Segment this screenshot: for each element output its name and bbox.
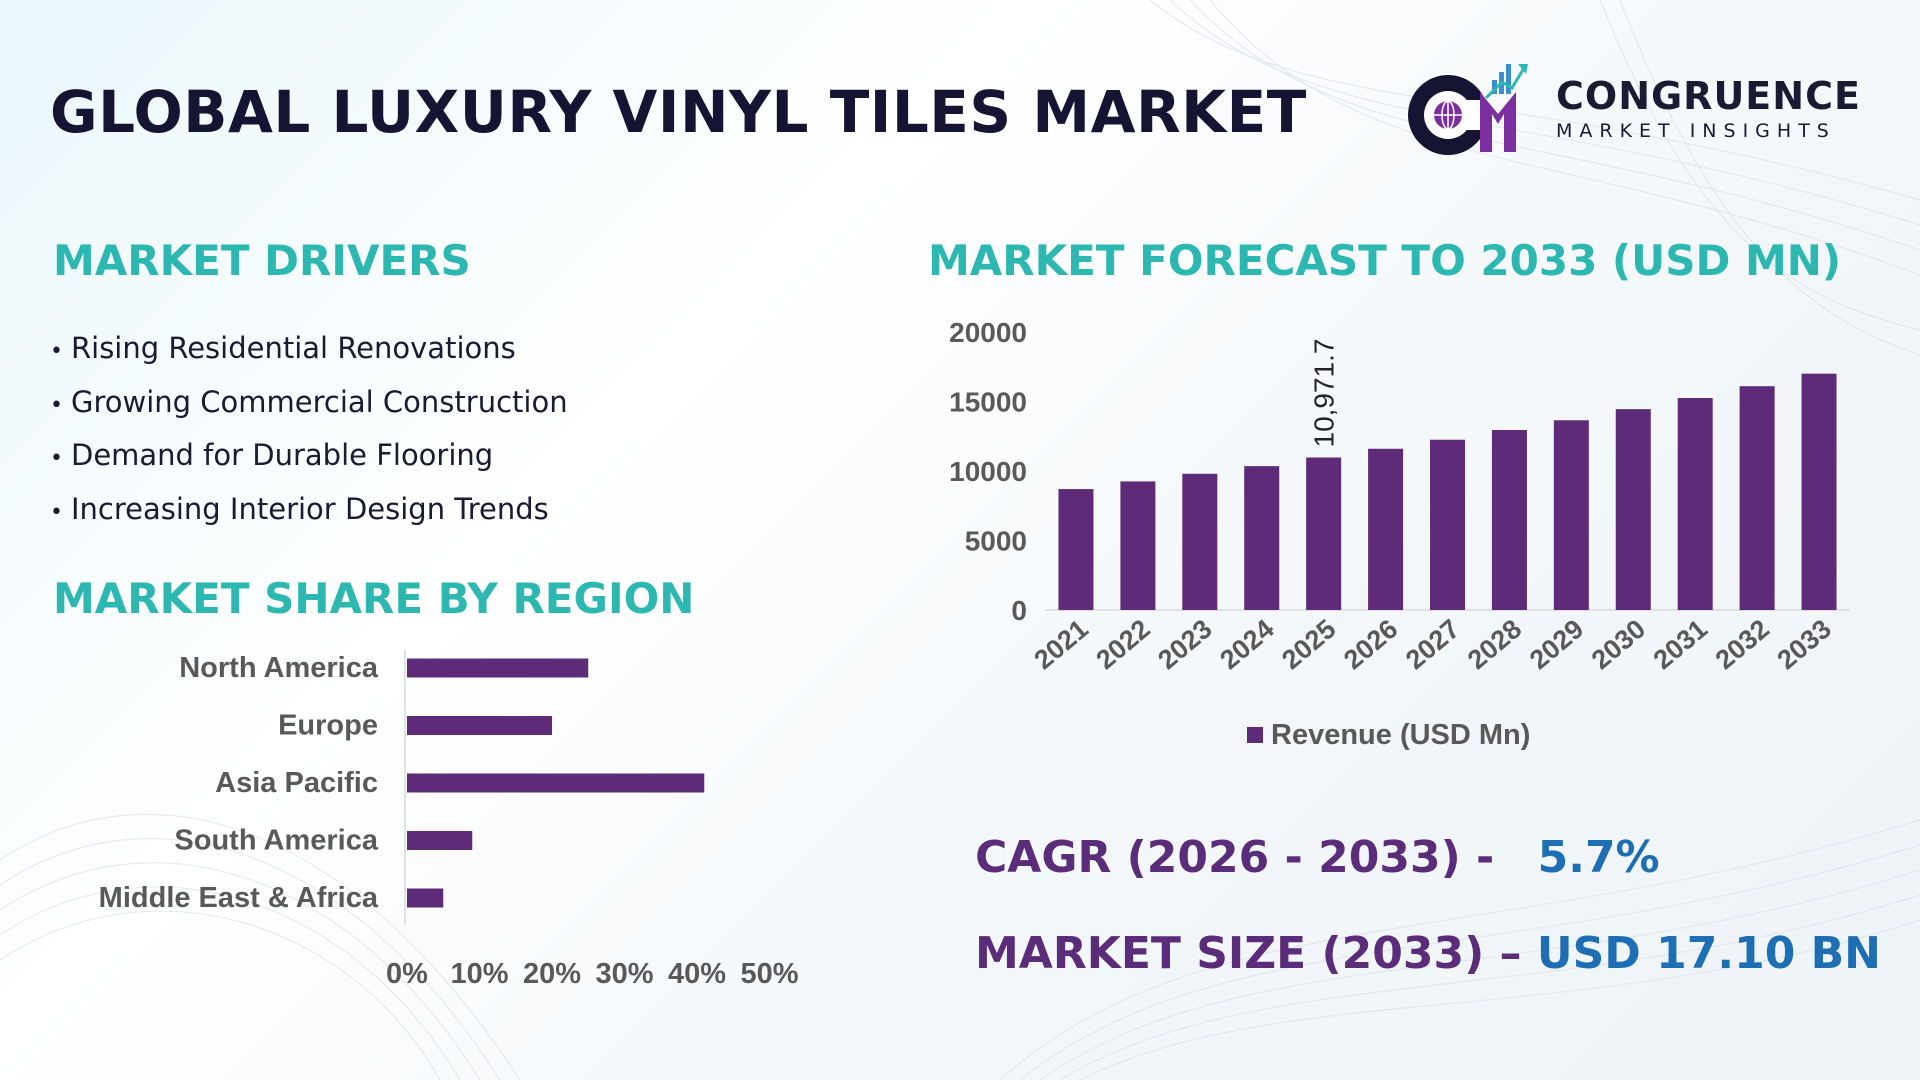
x-tick-label: 2022 — [1090, 614, 1155, 676]
drivers-heading: MARKET DRIVERS — [53, 236, 471, 285]
company-logo: CONGRUENCE MARKET INSIGHTS — [1400, 52, 1880, 162]
list-item: • Increasing Interior Design Trends — [50, 483, 568, 537]
cagr-value: 5.7% — [1537, 832, 1660, 883]
driver-text: Increasing Interior Design Trends — [70, 491, 549, 526]
forecast-bar — [1677, 398, 1713, 610]
x-tick-label: 2028 — [1462, 614, 1527, 676]
y-tick-label: 10000 — [949, 456, 1027, 487]
x-tick-label: 2026 — [1338, 614, 1403, 676]
forecast-bar — [1801, 373, 1837, 610]
market-size-value: USD 17.10 BN — [1536, 928, 1881, 979]
region-label: Europe — [278, 710, 378, 742]
region-bar — [407, 773, 705, 793]
forecast-bar — [1244, 466, 1280, 610]
y-tick-label: 5000 — [965, 526, 1027, 557]
forecast-bar — [1553, 420, 1589, 610]
list-item: • Rising Residential Renovations — [50, 322, 568, 376]
bullet-icon: • — [50, 392, 63, 418]
x-tick-label: 2027 — [1400, 614, 1465, 676]
region-bar — [407, 716, 552, 735]
x-tick-label: 10% — [450, 958, 508, 990]
region-label: Middle East & Africa — [99, 882, 379, 914]
data-label: 10,971.7 — [1309, 338, 1340, 447]
x-tick-label: 50% — [740, 958, 798, 990]
driver-text: Growing Commercial Construction — [70, 384, 568, 419]
logo-subtitle: MARKET INSIGHTS — [1556, 120, 1836, 142]
forecast-bar — [1368, 448, 1404, 610]
x-tick-label: 2030 — [1586, 614, 1651, 676]
x-tick-label: 2025 — [1276, 614, 1341, 676]
page-title: GLOBAL LUXURY VINYL TILES MARKET — [50, 78, 1307, 146]
x-tick-label: 2033 — [1772, 614, 1837, 676]
bullet-icon: • — [50, 446, 63, 471]
forecast-bar — [1739, 386, 1775, 610]
x-tick-label: 2024 — [1214, 614, 1279, 676]
x-tick-label: 40% — [668, 958, 726, 990]
legend-swatch — [1247, 727, 1263, 743]
bullet-icon: • — [50, 499, 63, 525]
region-label: Asia Pacific — [215, 767, 378, 799]
x-tick-label: 30% — [595, 958, 653, 990]
forecast-heading: MARKET FORECAST TO 2033 (USD MN) — [928, 236, 1842, 285]
x-tick-label: 2032 — [1710, 614, 1775, 676]
logo-mark-icon — [1408, 64, 1528, 155]
y-tick-label: 20000 — [949, 317, 1027, 348]
x-tick-label: 2023 — [1152, 614, 1217, 676]
forecast-bar — [1182, 473, 1218, 610]
bullet-icon: • — [50, 339, 63, 364]
drivers-list: • Rising Residential Renovations • Growing… — [50, 322, 568, 536]
list-item: • Demand for Durable Flooring — [50, 429, 568, 483]
x-tick-label: 0% — [386, 958, 428, 990]
market-size-label: MARKET SIZE (2033) – — [975, 928, 1522, 979]
forecast-bar — [1615, 409, 1651, 610]
region-bar — [407, 831, 473, 850]
x-tick-label: 2029 — [1524, 614, 1589, 676]
forecast-bar — [1430, 439, 1465, 610]
region-label: North America — [179, 652, 379, 684]
cagr-label: CAGR (2026 - 2033) - — [975, 832, 1495, 883]
legend-label: Revenue (USD Mn) — [1271, 719, 1530, 751]
region-bar — [407, 888, 444, 908]
y-tick-label: 0 — [1011, 595, 1027, 626]
region-bar — [407, 658, 589, 678]
forecast-bar — [1058, 489, 1094, 610]
region-heading: MARKET SHARE BY REGION — [53, 574, 695, 623]
forecast-bar — [1306, 457, 1342, 610]
logo-name: CONGRUENCE — [1556, 74, 1861, 118]
x-tick-label: 2031 — [1648, 614, 1713, 676]
list-item: • Growing Commercial Construction — [50, 376, 568, 430]
forecast-bar — [1120, 481, 1156, 610]
region-label: South America — [174, 825, 378, 857]
x-tick-label: 20% — [523, 958, 581, 990]
driver-text: Rising Residential Renovations — [70, 331, 516, 365]
x-tick-label: 2021 — [1029, 614, 1094, 676]
y-tick-label: 15000 — [949, 387, 1027, 418]
cagr-line: CAGR (2026 - 2033) - 5.7% — [975, 832, 1660, 883]
forecast-bar — [1491, 429, 1527, 610]
market-size-line: MARKET SIZE (2033) – USD 17.10 BN — [975, 928, 1881, 979]
driver-text: Demand for Durable Flooring — [70, 438, 494, 472]
